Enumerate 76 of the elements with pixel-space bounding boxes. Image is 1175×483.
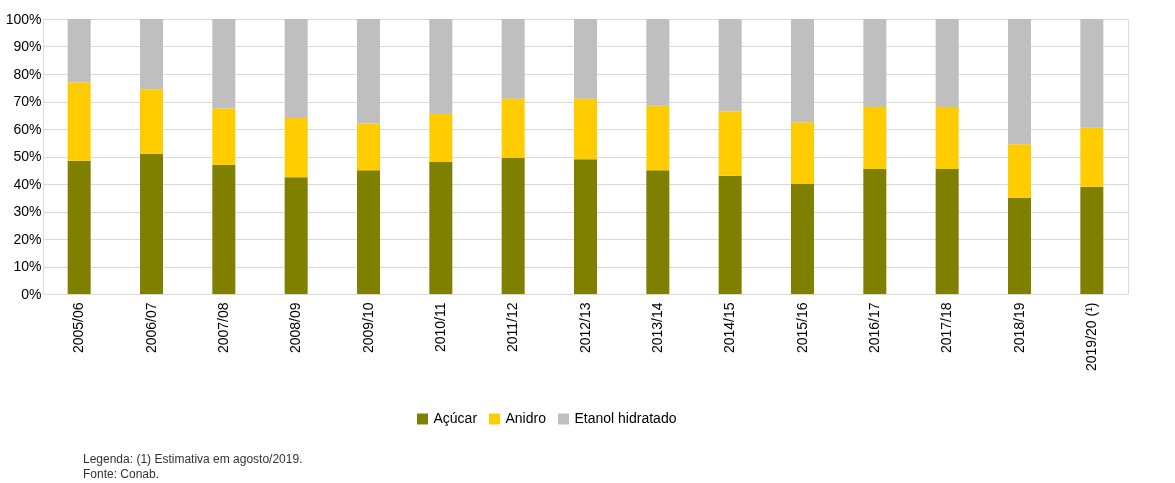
bar	[863, 19, 887, 107]
x-tick-label: 2016/17	[865, 302, 882, 354]
bar	[1008, 19, 1031, 145]
bar	[67, 160, 91, 294]
source-note: Fonte: Conab.	[83, 467, 160, 481]
bar	[212, 19, 236, 109]
y-tick-label: 70%	[13, 93, 42, 109]
bar	[140, 89, 163, 154]
bar	[646, 105, 670, 171]
bar	[1080, 127, 1104, 187]
bar	[357, 170, 380, 294]
bar	[791, 19, 814, 123]
bar	[1080, 186, 1104, 294]
bar	[284, 177, 308, 294]
y-tick-label: 60%	[13, 120, 42, 137]
y-tick-label: 30%	[13, 203, 42, 219]
x-tick-label: 2008/09	[287, 302, 304, 354]
x-tick-label: 2005/06	[70, 302, 87, 354]
x-tick-label: 2013/14	[648, 302, 665, 354]
x-tick-label: 2006/07	[142, 302, 159, 354]
y-tick-label: 80%	[13, 65, 42, 82]
legend-label: Etanol hidratado	[574, 410, 677, 426]
bar	[140, 19, 163, 90]
x-tick-label: 2012/13	[576, 302, 593, 354]
legend-label: Anidro	[505, 410, 547, 426]
y-tick-label: 40%	[13, 175, 42, 192]
bar	[935, 19, 959, 107]
bar	[718, 19, 742, 112]
bar	[1080, 19, 1104, 128]
bar	[429, 113, 453, 162]
bar	[646, 19, 670, 106]
bar	[284, 118, 308, 178]
bar	[212, 108, 236, 165]
legend-label: Açúcar	[433, 410, 478, 426]
x-tick-label: 2011/12	[504, 302, 521, 353]
x-tick-label: 2018/19	[1010, 302, 1027, 354]
bar	[863, 107, 887, 169]
y-tick-label: 100%	[5, 10, 42, 27]
y-tick-label: 0%	[21, 285, 42, 302]
bar	[718, 111, 742, 176]
bar	[574, 159, 597, 294]
bar	[574, 19, 597, 99]
x-tick-label: 2017/18	[938, 302, 955, 354]
x-tick-label: 2007/08	[214, 302, 231, 354]
bar	[501, 157, 525, 294]
bar	[646, 170, 670, 294]
bar	[429, 162, 453, 294]
x-tick-label: 2010/11	[431, 302, 448, 353]
text: Legenda: (1) Estimativa em agosto/2019.	[83, 452, 303, 466]
bar	[1008, 144, 1031, 198]
bar	[284, 19, 308, 118]
bar	[140, 153, 163, 294]
bar	[935, 168, 959, 294]
x-tick-label: 2009/10	[359, 302, 376, 354]
bar	[574, 98, 597, 160]
bar	[718, 175, 742, 294]
bar	[429, 19, 453, 114]
bar	[791, 122, 814, 184]
bar	[357, 123, 380, 171]
bar	[67, 82, 91, 161]
bar	[357, 19, 380, 124]
bar	[67, 19, 91, 83]
bar	[501, 98, 525, 158]
bar	[1008, 197, 1031, 294]
y-tick-label: 90%	[13, 38, 42, 54]
bar	[501, 19, 525, 99]
x-tick-label: 2019/20 (¹)	[1082, 302, 1099, 371]
y-tick-label: 50%	[13, 148, 42, 164]
x-tick-label: 2014/15	[721, 302, 738, 354]
bar	[935, 107, 959, 169]
bar	[212, 164, 236, 294]
x-tick-label: 2015/16	[793, 302, 810, 354]
bar	[791, 184, 814, 294]
bar	[863, 168, 887, 294]
y-tick-label: 20%	[13, 230, 42, 247]
y-tick-label: 10%	[13, 258, 42, 274]
